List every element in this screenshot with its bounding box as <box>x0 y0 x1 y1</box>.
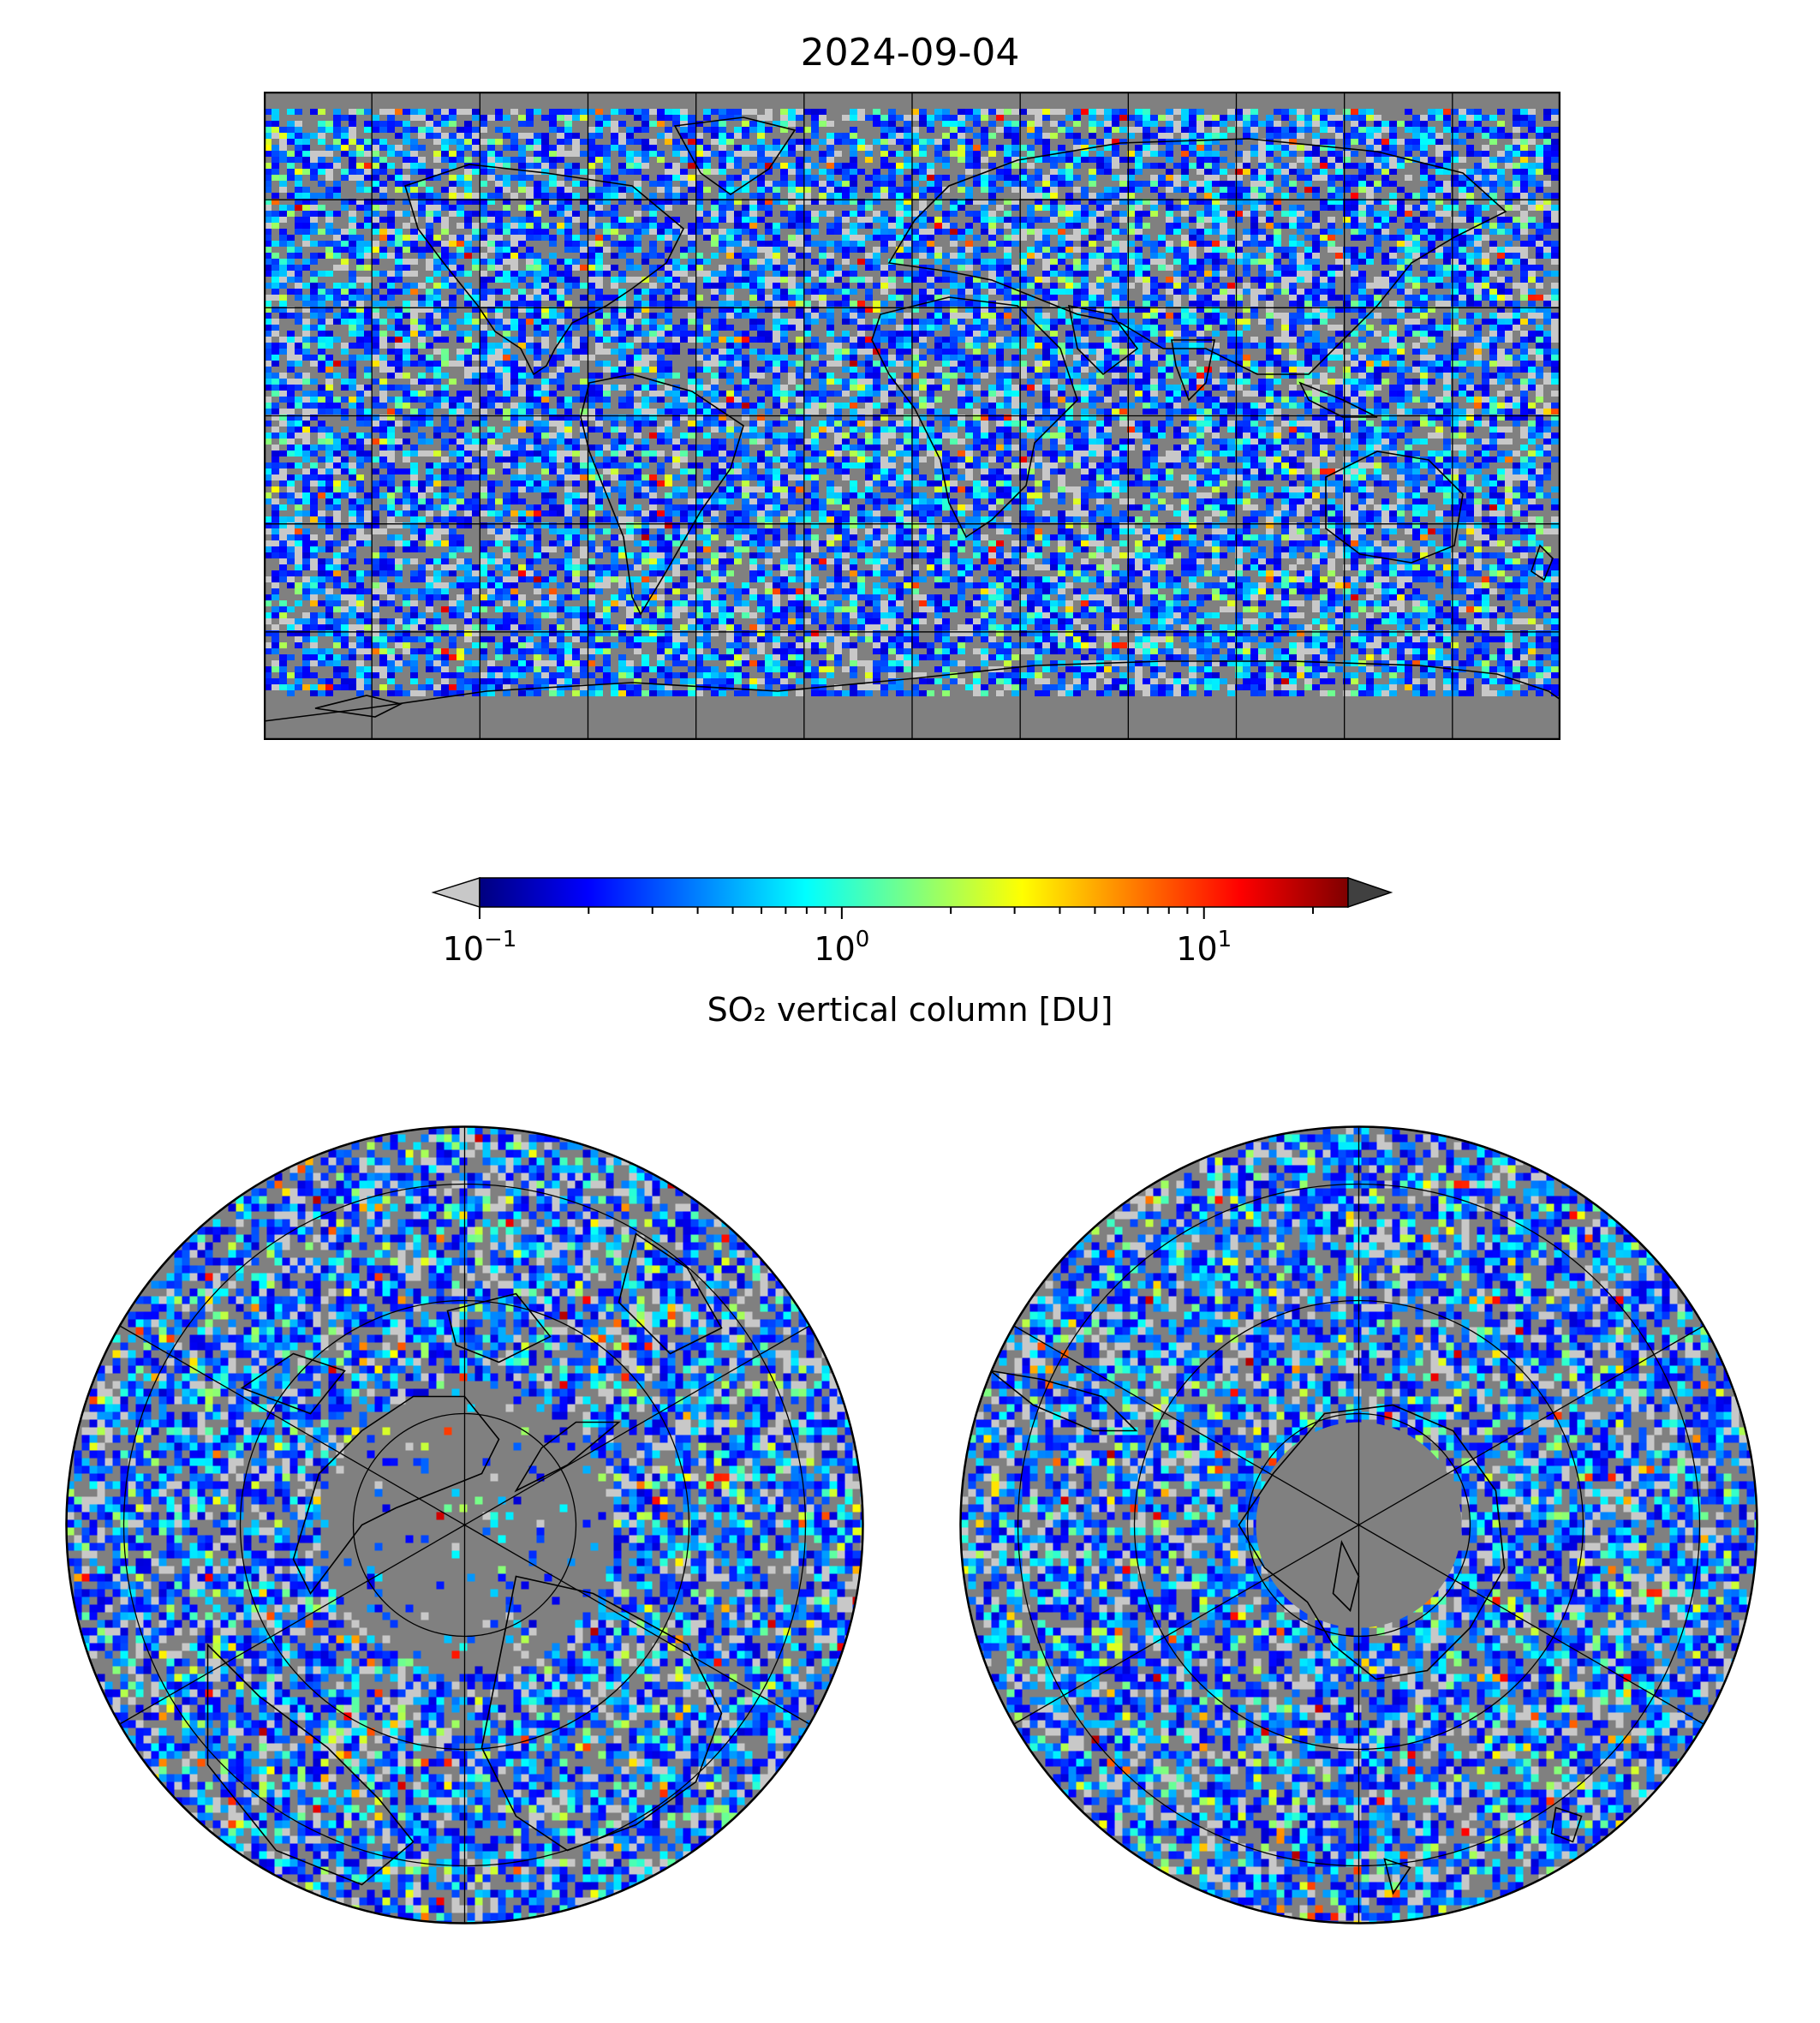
colorbar-gradient <box>479 877 1349 908</box>
global-gridlines <box>264 92 1560 740</box>
colorbar-tick-label: 10−1 <box>443 927 517 968</box>
colorbar-ticks <box>479 907 1315 919</box>
south-polar-frame <box>959 1125 1758 1925</box>
north-polar-map <box>65 1125 864 1925</box>
colorbar: 10−1 100 101 <box>431 876 1393 968</box>
north-polar-gridlines <box>116 1126 814 1924</box>
north-polar-coastlines <box>206 1232 723 1886</box>
north-polar-so2-field <box>66 1126 863 1924</box>
north-polar-frame <box>65 1125 864 1925</box>
colorbar-under-arrow <box>431 876 480 909</box>
colorbar-over-arrow <box>1347 876 1393 909</box>
global-so2-field <box>264 109 1560 696</box>
colorbar-tick-label: 100 <box>814 927 869 968</box>
global-map-frame <box>264 92 1560 740</box>
colorbar-tick-labels: 10−1 100 101 <box>443 927 1232 968</box>
global-coastlines <box>264 116 1560 722</box>
colorbar-tick-label: 101 <box>1176 927 1232 968</box>
south-polar-gridlines <box>1010 1126 1708 1924</box>
global-map <box>264 92 1560 740</box>
colorbar-label: SO₂ vertical column [DU] <box>0 991 1820 1029</box>
figure-title: 2024-09-04 <box>0 31 1820 75</box>
south-polar-map <box>959 1125 1758 1925</box>
